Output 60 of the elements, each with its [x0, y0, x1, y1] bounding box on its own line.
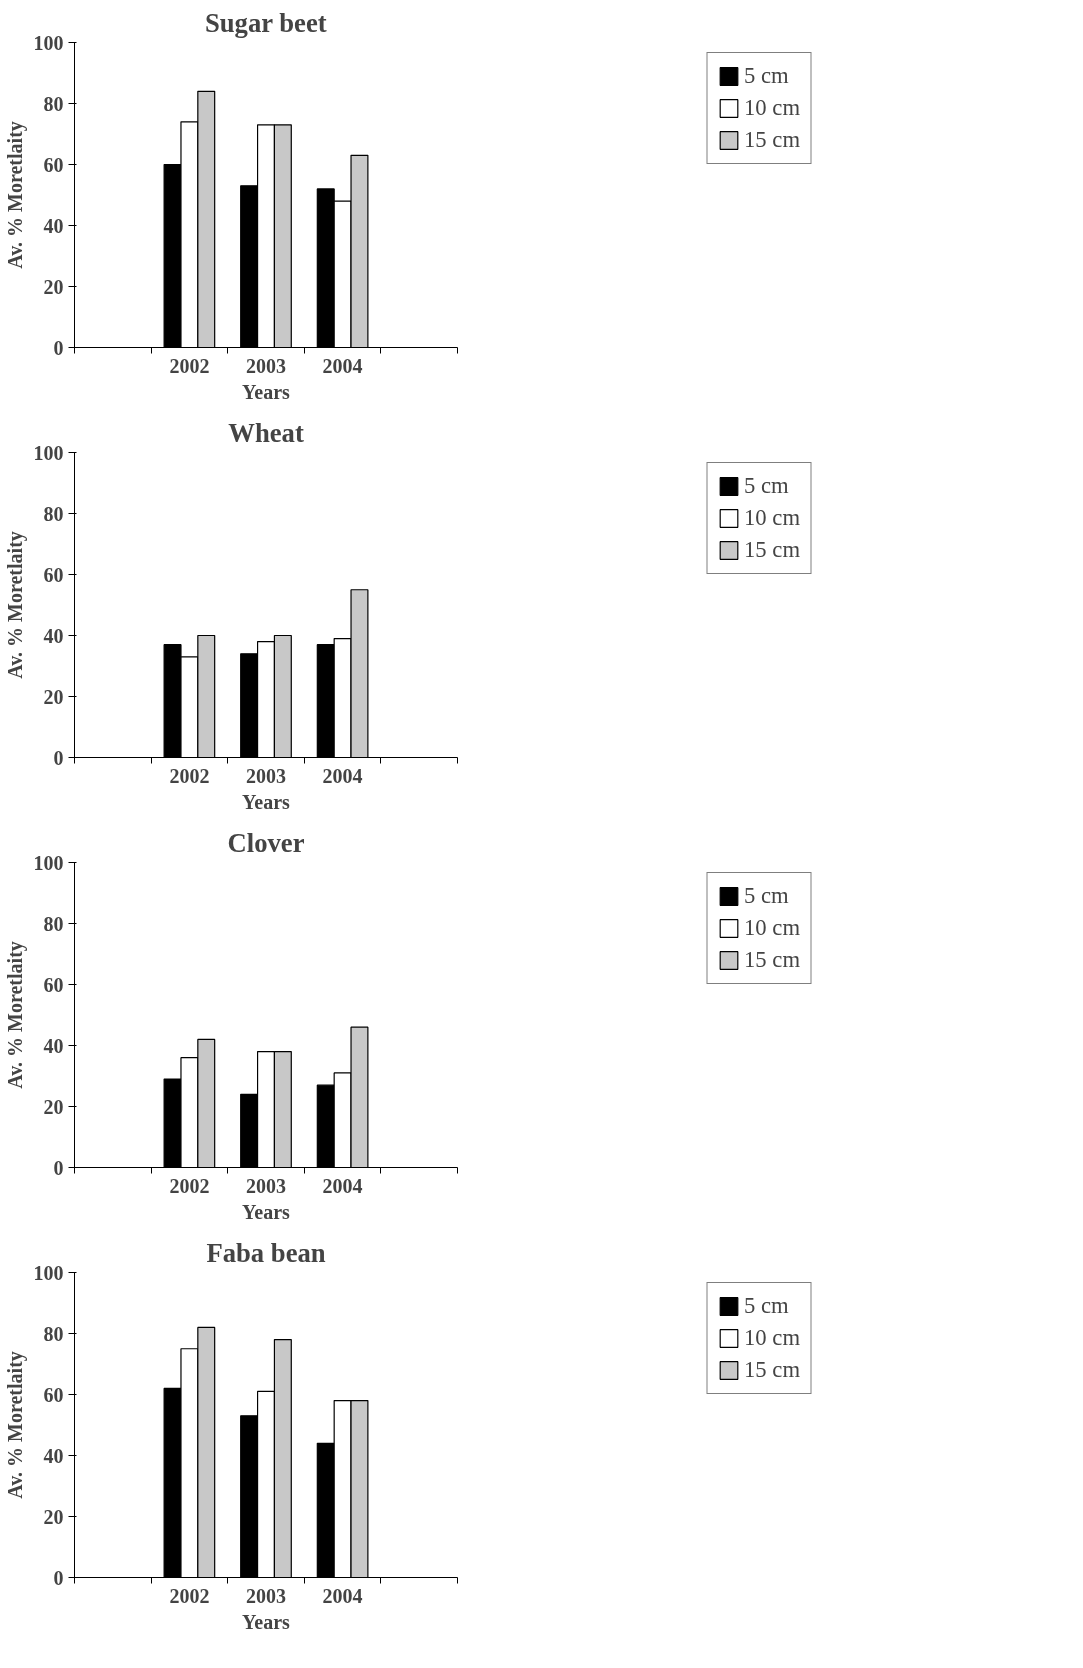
- legend-label: 10 cm: [744, 505, 800, 531]
- y-tick-label: 80: [43, 92, 64, 115]
- legend-label: 5 cm: [744, 473, 789, 499]
- y-axis-title: Av. % Moretlaity: [3, 531, 27, 679]
- y-tick-label: 60: [43, 1383, 64, 1406]
- legend-label: 15 cm: [744, 947, 800, 973]
- y-tick-label: 80: [43, 912, 64, 935]
- legend-label: 15 cm: [744, 127, 800, 153]
- chart-title: Wheat: [228, 417, 304, 448]
- y-tick-label: 0: [53, 1156, 64, 1179]
- y-tick-label: 100: [33, 851, 64, 874]
- legend-label: 10 cm: [744, 1325, 800, 1351]
- legend-label: 10 cm: [744, 915, 800, 941]
- y-tick-label: 100: [33, 31, 64, 54]
- y-axis-title: Av. % Moretlaity: [3, 941, 27, 1089]
- x-tick-label: 2002: [169, 1584, 210, 1607]
- legend-label: 15 cm: [744, 537, 800, 563]
- x-tick-label: 2003: [246, 1174, 286, 1197]
- legend-label: 10 cm: [744, 95, 800, 121]
- x-tick-label: 2004: [322, 1584, 363, 1607]
- x-axis-title: Years: [242, 790, 291, 813]
- y-tick-label: 20: [43, 685, 64, 708]
- x-tick-label: 2003: [246, 764, 286, 787]
- x-tick-label: 2004: [322, 354, 363, 377]
- y-tick-label: 0: [53, 1566, 64, 1589]
- chart-title: Sugar beet: [204, 7, 327, 38]
- y-tick-label: 100: [33, 1261, 64, 1284]
- x-axis-title: Years: [242, 380, 291, 403]
- y-tick-label: 60: [43, 153, 64, 176]
- y-tick-label: 0: [53, 336, 64, 359]
- y-tick-label: 40: [43, 1034, 64, 1057]
- y-tick-label: 0: [53, 746, 64, 769]
- x-tick-label: 2003: [246, 1584, 286, 1607]
- y-tick-label: 40: [43, 624, 64, 647]
- legend-label: 15 cm: [744, 1357, 800, 1383]
- y-tick-label: 100: [33, 441, 64, 464]
- x-tick-label: 2003: [246, 354, 286, 377]
- x-tick-label: 2004: [322, 1174, 363, 1197]
- y-tick-label: 60: [43, 563, 64, 586]
- y-tick-label: 80: [43, 1322, 64, 1345]
- legend-label: 5 cm: [744, 63, 789, 89]
- y-axis-title: Av. % Moretlaity: [3, 1351, 27, 1499]
- y-tick-label: 60: [43, 973, 64, 996]
- x-axis-title: Years: [242, 1200, 291, 1223]
- y-tick-label: 20: [43, 1095, 64, 1118]
- x-tick-label: 2002: [169, 354, 210, 377]
- x-tick-label: 2002: [169, 1174, 210, 1197]
- y-tick-label: 80: [43, 502, 64, 525]
- y-axis-title: Av. % Moretlaity: [3, 121, 27, 269]
- x-tick-label: 2004: [322, 764, 363, 787]
- chart-title: Clover: [227, 827, 305, 858]
- y-tick-label: 20: [43, 275, 64, 298]
- x-axis-title: Years: [242, 1610, 291, 1633]
- y-tick-label: 40: [43, 1444, 64, 1467]
- y-tick-label: 40: [43, 214, 64, 237]
- legend-label: 5 cm: [744, 1293, 789, 1319]
- y-tick-label: 20: [43, 1505, 64, 1528]
- x-tick-label: 2002: [169, 764, 210, 787]
- legend-label: 5 cm: [744, 883, 789, 909]
- chart-title: Faba bean: [206, 1237, 326, 1268]
